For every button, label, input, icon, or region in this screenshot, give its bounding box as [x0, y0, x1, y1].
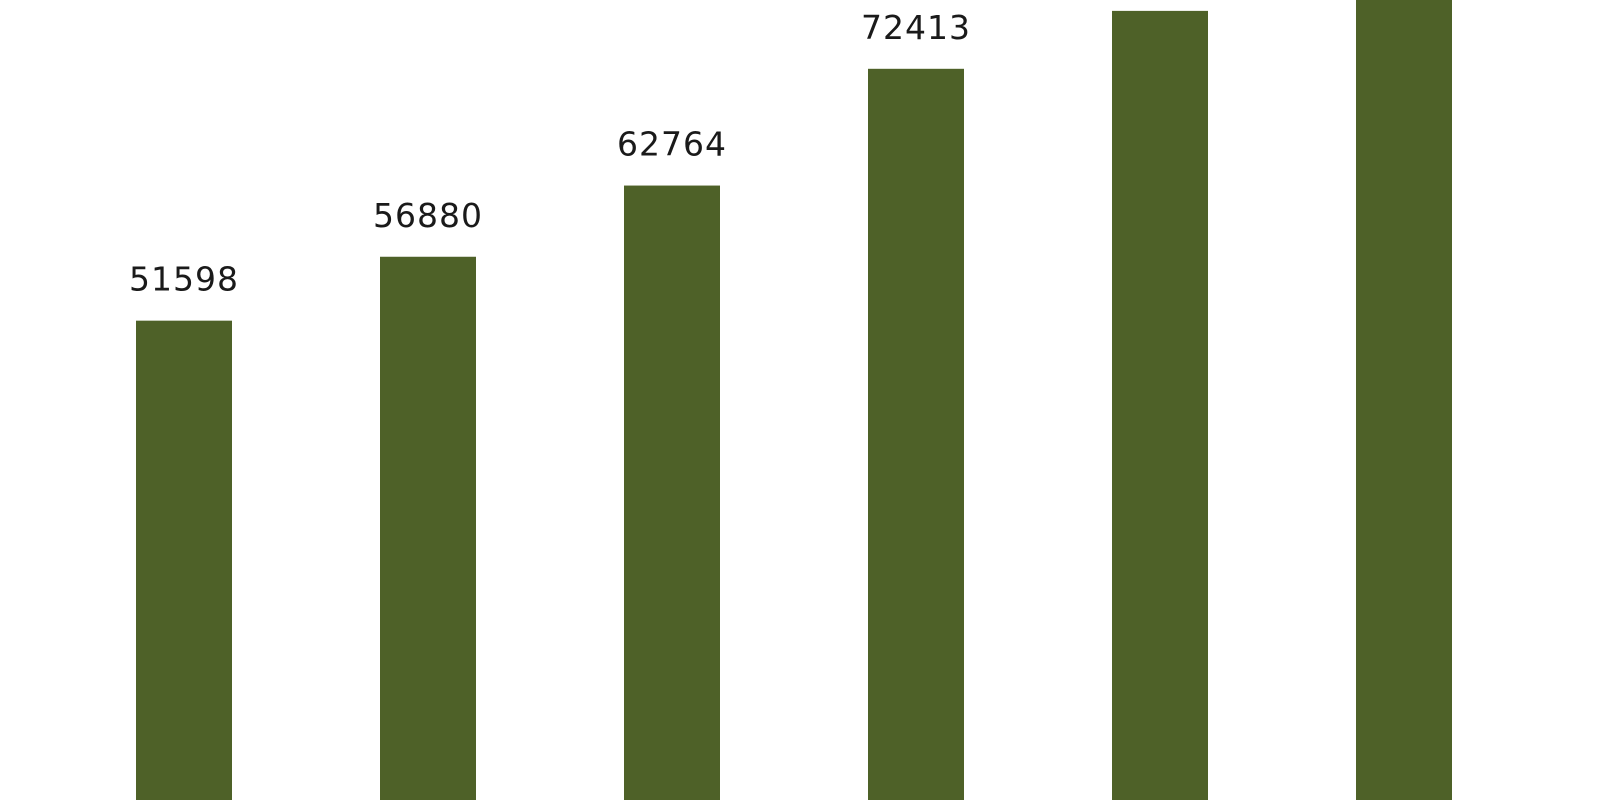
bars-group	[136, 0, 1452, 800]
data-label-3: 62764	[617, 125, 727, 164]
data-label-1: 51598	[129, 260, 239, 299]
bar-6	[1356, 0, 1452, 800]
bar-2	[380, 256, 476, 800]
data-label-4: 72413	[861, 8, 971, 47]
data-label-2: 56880	[373, 196, 483, 235]
bar-3	[624, 185, 720, 800]
bar-4	[868, 68, 964, 800]
bar-1	[136, 320, 232, 800]
data-labels-group: 51598 56880 62764 72413	[129, 8, 971, 299]
bar-5	[1112, 10, 1208, 800]
